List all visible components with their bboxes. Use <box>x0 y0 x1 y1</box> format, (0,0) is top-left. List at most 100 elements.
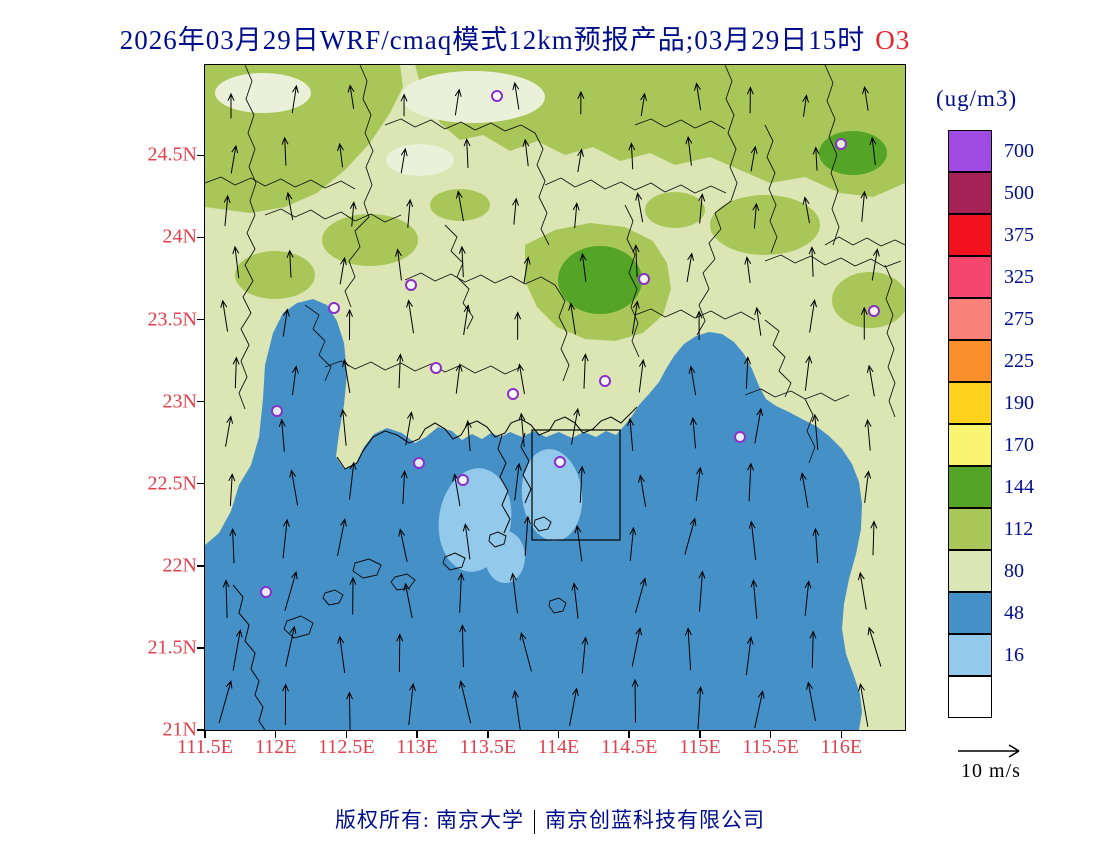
wind-arrow <box>747 86 754 114</box>
wind-arrow <box>517 363 525 395</box>
colorbar: 700 500 375 325 275 225 190 170 144 112 80 48 16 <box>948 130 1034 718</box>
wind-arrow <box>282 308 290 337</box>
wind-arrow <box>750 145 758 172</box>
lon-tick-label: 114.5E <box>600 736 658 758</box>
wind-arrow <box>698 193 706 224</box>
colorbar-row: 700 <box>948 130 1034 172</box>
lat-tick-label: 23.5N <box>147 308 197 330</box>
wind-arrow <box>578 465 586 503</box>
wind-arrow <box>860 190 868 222</box>
wind-arrow <box>462 523 471 560</box>
wind-arrow <box>862 85 869 111</box>
colorbar-swatch <box>948 339 992 382</box>
wind-arrow <box>688 365 697 396</box>
wind-arrow <box>629 526 637 562</box>
wind-arrow <box>754 690 765 729</box>
lon-tick-mark <box>769 731 772 738</box>
region-box <box>531 429 621 541</box>
colorbar-label: 144 <box>1004 476 1034 498</box>
lat-tick-label: 24.5N <box>147 143 197 166</box>
wind-arrow <box>519 632 532 672</box>
station-marker <box>405 279 417 291</box>
wind-arrow <box>632 300 640 334</box>
wind-arrow <box>752 202 760 229</box>
lon-tick-mark <box>628 731 630 738</box>
wind-arrow <box>340 408 347 446</box>
colorbar-swatch <box>948 423 992 466</box>
wind-arrow <box>871 248 880 281</box>
lon-tick-mark <box>274 731 277 738</box>
island-outlines <box>283 516 567 639</box>
wind-arrow <box>406 299 414 334</box>
wind-arrow <box>514 311 521 340</box>
wind-arrow <box>218 680 233 724</box>
wind-arrow <box>228 473 236 506</box>
lat-tick-mark <box>197 236 204 239</box>
colorbar-swatch <box>948 633 992 676</box>
lat-tick-mark <box>197 154 204 157</box>
station-marker <box>457 474 469 486</box>
wind-arrow <box>230 144 239 174</box>
colorbar-label: 48 <box>1004 602 1024 624</box>
wind-arrow <box>220 299 228 332</box>
wind-arrow <box>278 418 286 452</box>
wind-arrow <box>398 528 408 562</box>
wind-arrow <box>346 691 353 730</box>
wind-arrow <box>337 635 346 673</box>
wind-arrow <box>695 310 703 340</box>
lon-tick-label: 113.5E <box>459 736 517 758</box>
colorbar-row: 48 <box>948 591 1024 634</box>
wind-arrow <box>524 515 531 556</box>
station-marker <box>260 586 272 598</box>
colorbar-row: 80 <box>948 549 1024 592</box>
wind-arrow <box>631 678 639 723</box>
colorbar-row: 190 <box>948 381 1034 424</box>
colorbar-row: 225 <box>948 339 1034 382</box>
colorbar-label: 700 <box>1004 140 1034 162</box>
lon-tick-mark <box>699 731 701 738</box>
wind-arrow <box>696 685 704 730</box>
wind-arrow <box>640 92 647 117</box>
wind-arrow <box>292 365 299 396</box>
wind-arrow <box>802 94 809 117</box>
wind-arrow <box>748 520 757 561</box>
wind-arrow <box>455 363 463 394</box>
lat-tick-label: 21.5N <box>147 636 197 659</box>
lon-tick-label: 112E <box>254 736 297 758</box>
wind-arrow <box>512 197 519 225</box>
colorbar-row <box>948 675 992 718</box>
wind-arrow <box>403 582 413 619</box>
wind-arrow <box>518 412 526 448</box>
wind-arrow <box>464 419 472 452</box>
wind-arrow <box>342 358 351 393</box>
colorbar-label: 375 <box>1004 224 1034 246</box>
lat-tick-mark <box>197 565 204 567</box>
station-marker <box>638 273 650 285</box>
lon-tick-label: 113E <box>396 736 438 758</box>
wind-arrow <box>864 418 872 451</box>
colorbar-label: 500 <box>1004 182 1034 204</box>
wind-arrow <box>454 88 462 116</box>
title-main: 2026年03月29日WRF/cmaq模式12km预报产品;03月29日15时 <box>119 25 866 55</box>
wind-arrow <box>452 473 461 507</box>
wind-arrow <box>571 582 579 619</box>
wind-arrow <box>804 355 813 391</box>
footer-company: 南京创蓝科技有限公司 <box>545 808 766 832</box>
wind-arrow <box>349 201 357 227</box>
lon-tick-label: 111.5E <box>177 736 233 758</box>
wind-arrow <box>510 572 518 614</box>
wind-arrow <box>628 142 636 170</box>
station-marker <box>734 431 746 443</box>
wind-arrow <box>346 308 353 341</box>
wind-arrow <box>858 571 867 610</box>
wind-arrow <box>745 636 754 676</box>
wind-arrow <box>571 407 580 445</box>
wind-arrow <box>282 518 290 559</box>
wind-arrow <box>747 462 754 502</box>
wind-arrow <box>523 256 531 283</box>
wind-arrow <box>812 527 820 564</box>
lat-tick-mark <box>197 482 204 485</box>
wind-arrow <box>337 142 344 168</box>
wind-arrow <box>686 252 694 283</box>
station-marker <box>271 405 283 417</box>
